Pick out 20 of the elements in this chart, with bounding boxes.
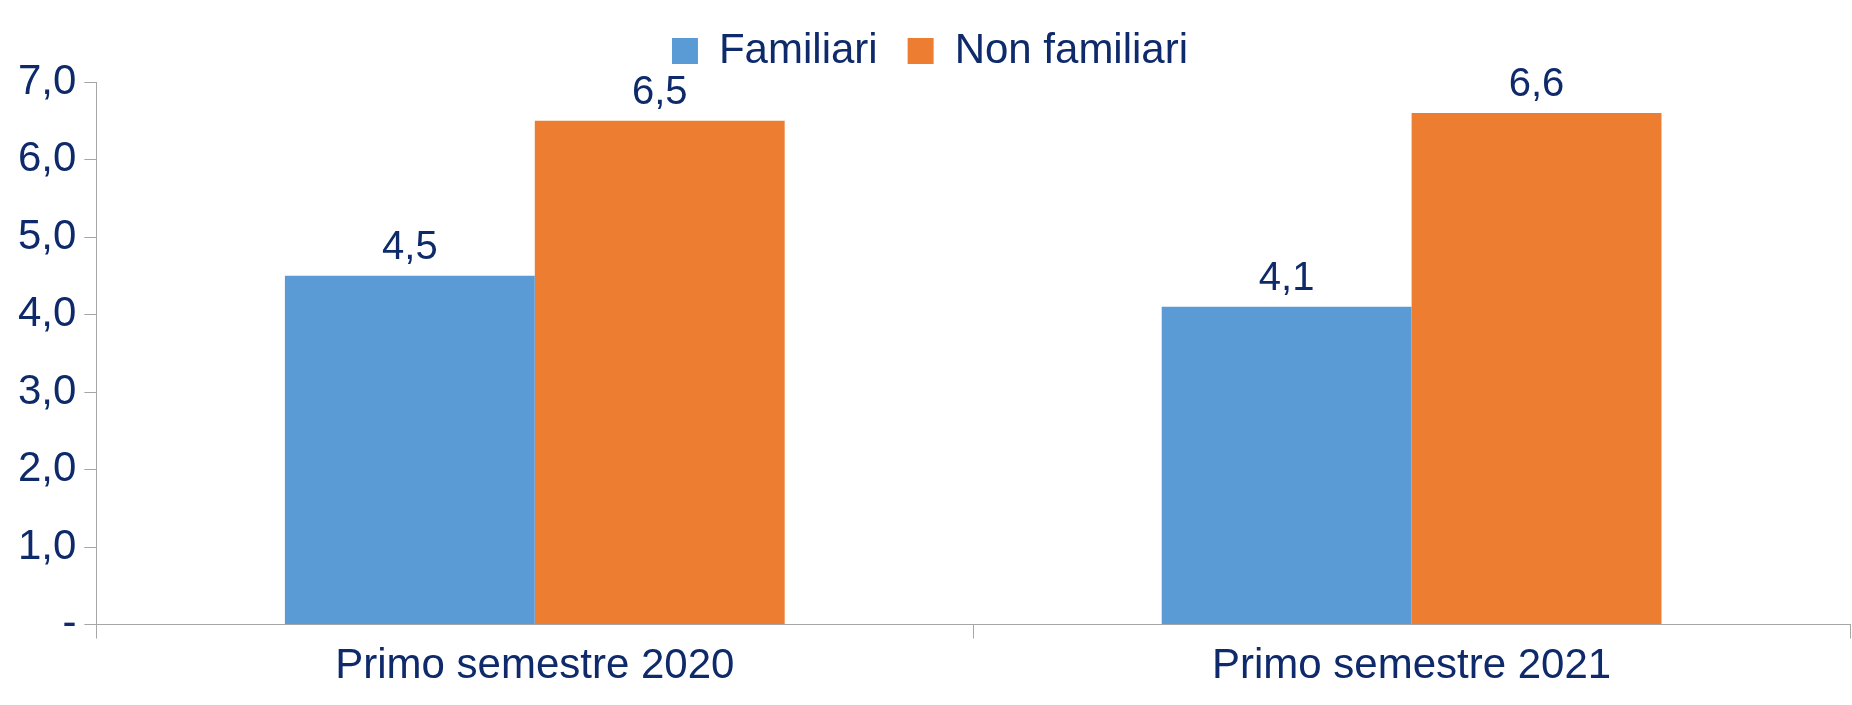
y-tick-label: 1,0 bbox=[18, 520, 77, 568]
bar bbox=[534, 120, 785, 625]
y-tick-label: 5,0 bbox=[18, 210, 77, 258]
y-tick-label: 4,0 bbox=[18, 288, 77, 336]
bar bbox=[1411, 113, 1662, 625]
data-label: 4,5 bbox=[382, 222, 438, 267]
bar bbox=[1161, 306, 1412, 625]
data-label: 4,1 bbox=[1258, 253, 1315, 298]
y-tick-label: - bbox=[62, 598, 77, 646]
y-tick-label: 7,0 bbox=[18, 55, 77, 103]
bar bbox=[284, 275, 535, 625]
x-tick-label: Primo semestre 2020 bbox=[335, 640, 735, 688]
legend-label: Non familiari bbox=[954, 24, 1189, 72]
y-tick-label: 6,0 bbox=[18, 133, 77, 181]
legend-label: Familiari bbox=[718, 24, 878, 72]
x-tick-label: Primo semestre 2021 bbox=[1212, 640, 1612, 688]
data-label: 6,6 bbox=[1508, 60, 1565, 105]
data-label: 6,5 bbox=[631, 67, 688, 112]
y-tick-label: 3,0 bbox=[18, 365, 77, 413]
y-tick-label: 2,0 bbox=[18, 443, 77, 491]
